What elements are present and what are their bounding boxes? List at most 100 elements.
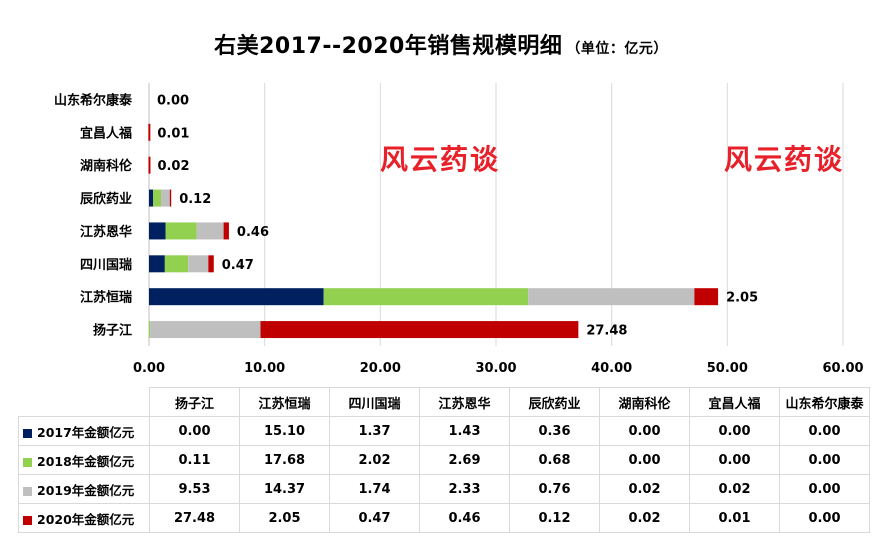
- table-cell: 0.02: [599, 503, 690, 533]
- y-category-label: 扬子江: [93, 323, 132, 339]
- bar-segment: [196, 222, 224, 240]
- table-cell: 1.37: [329, 416, 420, 446]
- x-tick-label: 40.00: [591, 361, 632, 376]
- y-category-label: 山东希尔康泰: [54, 92, 133, 108]
- bar-segment: [153, 189, 162, 207]
- data-label: 0.12: [179, 192, 211, 207]
- table-cell: 27.48: [149, 503, 240, 533]
- table-cell: 0.02: [599, 474, 690, 504]
- table-cell: 1.74: [329, 474, 420, 504]
- y-category-label: 江苏恒瑞: [80, 290, 132, 306]
- bar-segment: [149, 288, 324, 306]
- table-cell: 0.36: [509, 416, 600, 446]
- y-category-label: 四川国瑞: [80, 257, 132, 273]
- bar-segment: [169, 189, 172, 207]
- table-cell: 0.01: [689, 503, 780, 533]
- table-cell: 0.00: [689, 416, 780, 446]
- table-row: 2018年金额亿元 0.11 17.68 2.02 2.69 0.68 0.00 0.00 0.…: [18, 445, 870, 475]
- bar-segment: [165, 222, 197, 240]
- table-row-header: 2018年金额亿元: [18, 445, 150, 475]
- bar-segment: [694, 288, 719, 306]
- title-text: 右美2017--2020年销售规模明细: [214, 34, 563, 59]
- table-cell: 14.37: [239, 474, 330, 504]
- table-header-cell: 湖南科伦: [599, 387, 690, 417]
- bar-segment-min: [148, 156, 151, 174]
- data-label: 27.48: [586, 324, 627, 339]
- table-header-row: 扬子江 江苏恒瑞 四川国瑞 江苏恩华 辰欣药业 湖南科伦 宜昌人福 山东希尔康泰: [18, 387, 870, 417]
- table-cell: 0.00: [779, 416, 870, 446]
- table-cell: 2.33: [419, 474, 510, 504]
- bar-segment: [150, 321, 261, 339]
- data-label: 2.05: [726, 291, 758, 306]
- table-cell: 0.02: [689, 474, 780, 504]
- table-cell: 2.02: [329, 445, 420, 475]
- legend-swatch: [23, 515, 32, 525]
- data-label: 0.00: [157, 93, 189, 108]
- table-cell: 0.00: [779, 474, 870, 504]
- watermark-left: 风云药谈: [380, 143, 501, 176]
- y-category-label: 宜昌人福: [80, 125, 132, 141]
- table-cell: 0.00: [779, 445, 870, 475]
- y-category-label: 湖南科伦: [80, 158, 133, 174]
- table-cell: 0.00: [599, 416, 690, 446]
- bar-segment: [260, 321, 579, 339]
- table-row-header: 2017年金额亿元: [18, 416, 150, 446]
- bar-segment: [161, 189, 170, 207]
- bar-segment: [149, 321, 151, 339]
- bar-segment: [149, 255, 165, 273]
- table-row: 2020年金额亿元 27.48 2.05 0.47 0.46 0.12 0.02 0.01 0.…: [18, 503, 870, 533]
- table-header-cell: 江苏恩华: [419, 387, 510, 417]
- bar-segment: [164, 255, 189, 273]
- x-tick-label: 50.00: [707, 361, 748, 376]
- legend-label: 2018年金额亿元: [37, 453, 135, 469]
- table-cell: 9.53: [149, 474, 240, 504]
- table-cell: 0.00: [599, 445, 690, 475]
- y-category-label: 辰欣药业: [80, 191, 132, 207]
- legend-label: 2019年金额亿元: [37, 482, 135, 498]
- bar-segment-min: [148, 123, 151, 141]
- table-cell: 0.12: [509, 503, 600, 533]
- bar-segment: [528, 288, 695, 306]
- data-label: 0.01: [157, 126, 189, 141]
- bar-segment: [208, 255, 214, 273]
- data-label: 0.46: [237, 225, 269, 240]
- table-cell: 0.00: [689, 445, 780, 475]
- table-row-header: 2019年金额亿元: [18, 474, 150, 504]
- title-unit: （单位：亿元）: [566, 41, 668, 57]
- table-row: 2017年金额亿元 0.00 15.10 1.37 1.43 0.36 0.00 0.00 0.…: [18, 416, 870, 446]
- bar-segment: [323, 288, 529, 306]
- table-cell: 1.43: [419, 416, 510, 446]
- table-cell: 0.76: [509, 474, 600, 504]
- table-cell: 0.68: [509, 445, 600, 475]
- legend-swatch: [23, 457, 32, 467]
- table-header-cell: 辰欣药业: [509, 387, 600, 417]
- y-category-label: 江苏恩华: [80, 224, 132, 240]
- x-tick-label: 10.00: [244, 361, 285, 376]
- table-corner: [18, 387, 150, 417]
- chart-title: 右美2017--2020年销售规模明细 （单位：亿元）: [0, 28, 882, 60]
- bar-segment: [188, 255, 209, 273]
- x-tick-label: 60.00: [822, 361, 863, 376]
- data-label: 0.02: [157, 159, 189, 174]
- table-cell: 15.10: [239, 416, 330, 446]
- table-cell: 17.68: [239, 445, 330, 475]
- table-cell: 0.47: [329, 503, 420, 533]
- table-header-cell: 四川国瑞: [329, 387, 420, 417]
- table-cell: 0.00: [779, 503, 870, 533]
- bar-segment: [223, 222, 229, 240]
- legend-swatch: [23, 486, 32, 496]
- bar-segment: [149, 189, 154, 207]
- bar-segment: [149, 222, 166, 240]
- table-cell: 2.05: [239, 503, 330, 533]
- legend-swatch: [23, 428, 32, 438]
- legend-label: 2017年金额亿元: [37, 424, 135, 440]
- watermark-right: 风云药谈: [724, 143, 845, 176]
- x-tick-label: 20.00: [360, 361, 401, 376]
- data-label: 0.47: [222, 258, 254, 273]
- table-cell: 0.00: [149, 416, 240, 446]
- table-cell: 0.11: [149, 445, 240, 475]
- x-tick-label: 30.00: [475, 361, 516, 376]
- table-header-cell: 山东希尔康泰: [779, 387, 870, 417]
- legend-label: 2020年金额亿元: [37, 511, 135, 527]
- table-cell: 2.69: [419, 445, 510, 475]
